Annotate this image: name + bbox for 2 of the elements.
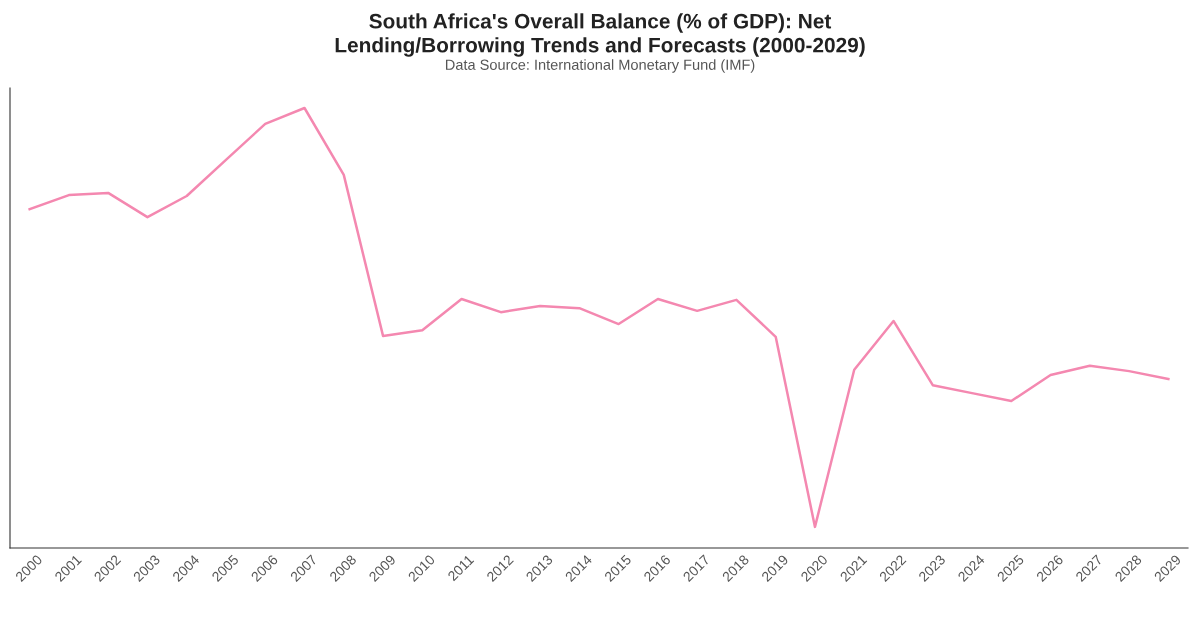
chart-title: South Africa's Overall Balance (% of GDP): Net Lending/Borrowing Trends and Forecasts (2000-2029) [335,13,865,57]
chart-subtitle: Data Source: International Monetary Fund (IMF) [445,59,755,73]
